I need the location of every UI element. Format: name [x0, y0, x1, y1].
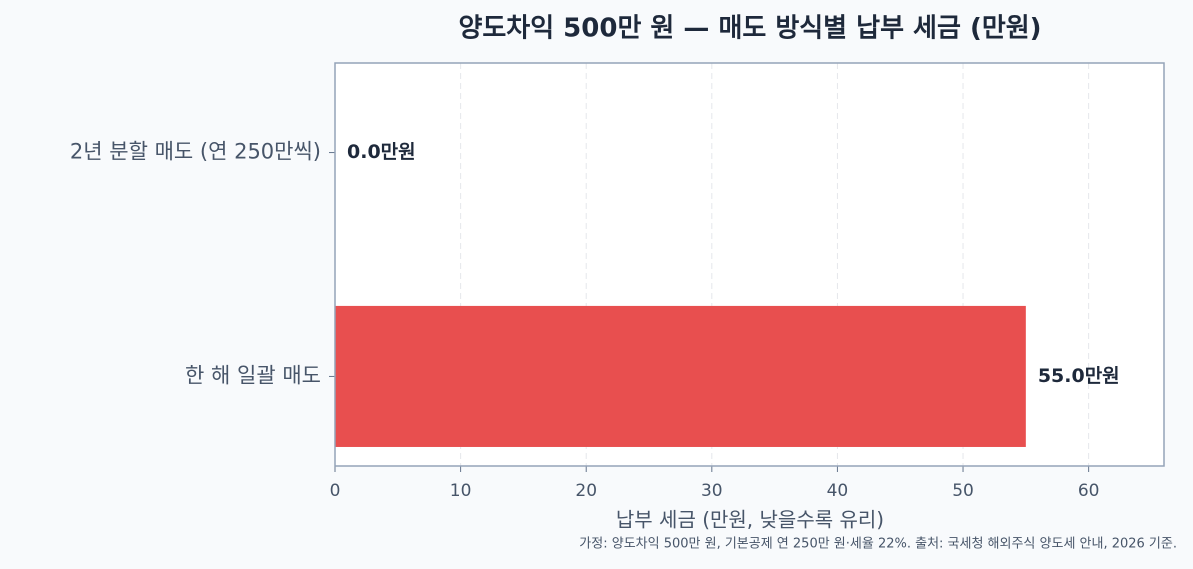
x-axis-label: 납부 세금 (만원, 낮을수록 유리) — [616, 508, 884, 532]
x-tick-label: 60 — [1078, 481, 1100, 501]
x-tick-label: 0 — [330, 481, 341, 501]
plot-border — [334, 62, 1165, 467]
footnote: 가정: 양도차익 500만 원, 기본공제 연 250만 원·세율 22%. 출… — [579, 537, 1177, 552]
bar — [335, 305, 1026, 447]
x-tick-label: 50 — [952, 481, 974, 501]
x-tick-label: 30 — [701, 481, 723, 501]
y-tick-label: 한 해 일괄 매도 — [185, 363, 321, 387]
x-tick-label: 20 — [575, 481, 597, 501]
x-tick-label: 10 — [450, 481, 472, 501]
x-tick-label: 40 — [827, 481, 849, 501]
value-label: 55.0만원 — [1038, 365, 1120, 387]
y-tick-label: 2년 분할 매도 (연 250만씩) — [70, 140, 321, 164]
value-label: 0.0만원 — [347, 141, 416, 163]
chart-title: 양도차익 500만 원 — 매도 방식별 납부 세금 (만원) — [458, 14, 1041, 44]
